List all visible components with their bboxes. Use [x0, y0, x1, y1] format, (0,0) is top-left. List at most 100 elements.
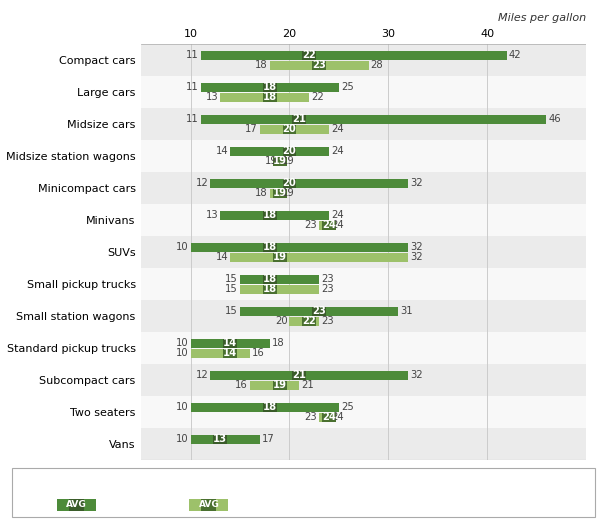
Bar	[273, 189, 287, 198]
Bar	[290, 317, 319, 326]
Text: 14: 14	[223, 348, 237, 358]
Bar	[312, 61, 326, 70]
Bar	[141, 428, 586, 460]
Bar	[141, 172, 586, 204]
Text: 11: 11	[186, 114, 198, 124]
Bar	[240, 307, 398, 316]
Text: 18: 18	[263, 402, 277, 412]
Text: 24: 24	[331, 220, 344, 230]
Text: 23: 23	[313, 60, 326, 70]
Bar	[141, 268, 586, 300]
Text: 10: 10	[176, 434, 189, 444]
Bar	[141, 332, 586, 364]
Text: 23: 23	[313, 306, 326, 316]
Text: Miles per gallon: Miles per gallon	[498, 14, 586, 23]
Text: 18: 18	[272, 338, 284, 348]
Text: 15: 15	[225, 274, 238, 284]
Bar	[273, 157, 287, 166]
Text: 23: 23	[321, 316, 334, 327]
Text: MAX: MAX	[100, 500, 122, 511]
Bar	[263, 402, 276, 411]
Text: 23: 23	[305, 412, 317, 422]
Text: 22: 22	[302, 316, 316, 327]
Text: 11: 11	[186, 50, 198, 60]
Bar	[302, 317, 316, 326]
Text: 32: 32	[410, 178, 423, 188]
Bar	[141, 44, 586, 76]
Text: 46: 46	[549, 114, 561, 124]
Bar	[201, 50, 507, 60]
Text: 24: 24	[322, 412, 336, 422]
Text: 23: 23	[321, 284, 334, 294]
Text: 20: 20	[275, 316, 287, 327]
Text: MIN: MIN	[156, 500, 175, 511]
Text: 10: 10	[176, 242, 189, 252]
Text: 18: 18	[263, 284, 277, 294]
Text: 24: 24	[322, 220, 336, 230]
Bar	[293, 371, 307, 380]
Text: 21: 21	[301, 380, 314, 391]
Bar	[293, 114, 307, 124]
Bar	[240, 285, 319, 294]
Text: Industry: Industry	[24, 476, 76, 486]
Text: MAX: MAX	[233, 500, 254, 511]
Bar	[270, 61, 368, 70]
Bar	[273, 253, 287, 262]
Bar	[223, 339, 237, 347]
Bar	[191, 349, 250, 358]
Text: 20: 20	[282, 146, 296, 156]
Text: 32: 32	[410, 242, 423, 252]
Bar	[223, 349, 237, 358]
Text: 18: 18	[255, 60, 267, 70]
Text: 31: 31	[400, 306, 413, 316]
Text: 18: 18	[263, 242, 277, 252]
Bar	[221, 93, 310, 102]
Bar	[141, 300, 586, 332]
Bar	[141, 76, 586, 108]
Text: 21: 21	[292, 114, 307, 124]
Bar	[282, 147, 296, 155]
Text: 16: 16	[235, 380, 248, 391]
Text: 24: 24	[331, 412, 344, 422]
Bar	[201, 83, 339, 92]
Bar	[191, 339, 270, 347]
Bar	[319, 221, 329, 230]
Bar	[240, 275, 319, 283]
Text: 12: 12	[196, 370, 209, 380]
Text: 25: 25	[341, 82, 353, 92]
Text: 10: 10	[176, 402, 189, 412]
Bar	[263, 275, 276, 283]
Text: AVG: AVG	[66, 500, 87, 510]
Bar	[312, 307, 326, 316]
Bar	[210, 178, 408, 188]
Text: 24: 24	[331, 210, 344, 220]
Text: 12: 12	[196, 178, 209, 188]
Text: 19: 19	[273, 252, 287, 262]
Text: 19: 19	[273, 188, 287, 198]
Text: 10: 10	[176, 348, 189, 358]
Text: 24: 24	[331, 146, 344, 156]
Text: 22: 22	[311, 93, 324, 102]
Text: 18: 18	[263, 93, 277, 102]
Text: 18: 18	[263, 274, 277, 284]
Bar	[141, 364, 586, 396]
Text: 20: 20	[282, 124, 296, 134]
Text: 13: 13	[206, 210, 218, 220]
Text: 15: 15	[225, 306, 238, 316]
Bar	[273, 381, 287, 390]
Text: 23: 23	[321, 274, 334, 284]
Text: 16: 16	[252, 348, 264, 358]
Text: 28: 28	[371, 60, 383, 70]
Text: 19: 19	[273, 380, 287, 391]
Bar	[230, 253, 408, 262]
Text: 17: 17	[262, 434, 275, 444]
Bar	[270, 189, 279, 198]
Bar	[263, 211, 276, 219]
Bar	[210, 371, 408, 380]
Text: 32: 32	[410, 252, 423, 262]
Bar	[250, 381, 299, 390]
Bar	[319, 413, 329, 422]
Text: 22: 22	[302, 50, 316, 60]
Text: 14: 14	[223, 338, 237, 348]
Text: 25: 25	[341, 402, 353, 412]
